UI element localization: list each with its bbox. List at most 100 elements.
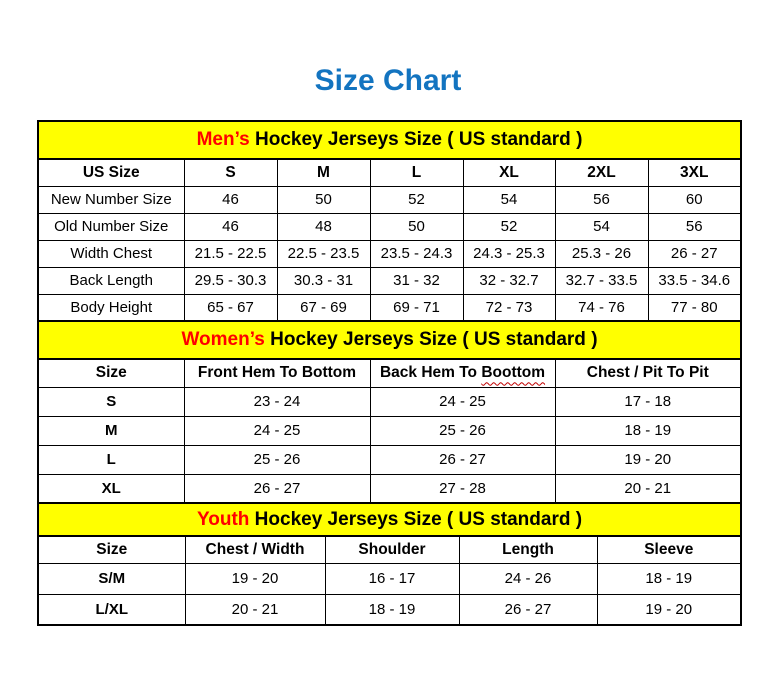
- size-value: 50: [276, 185, 371, 214]
- size-value: 25 - 26: [183, 444, 371, 475]
- mens-header-row: US Size S M L XL 2XL 3XL: [37, 158, 742, 187]
- womens-col-header: Size: [37, 358, 185, 388]
- size-value: 18 - 19: [596, 562, 742, 595]
- womens-col-header: Back Hem To Boottom: [369, 358, 556, 388]
- youth-col-header: Chest / Width: [184, 535, 326, 564]
- size-value: 67 - 69: [276, 293, 371, 322]
- mens-col-header: XL: [462, 158, 556, 187]
- size-value: 74 - 76: [554, 293, 649, 322]
- size-value: 20 - 21: [184, 593, 326, 626]
- row-label: S: [37, 386, 185, 417]
- table-row: L/XL 20 - 21 18 - 19 26 - 27 19 - 20: [37, 593, 742, 626]
- youth-band-text: Hockey Jerseys Size ( US standard ): [249, 508, 583, 530]
- size-value: 19 - 20: [184, 562, 326, 595]
- size-value: 56: [554, 185, 649, 214]
- size-value: 46: [183, 212, 278, 241]
- size-value: 77 - 80: [647, 293, 742, 322]
- row-label: Back Length: [37, 266, 185, 295]
- size-value: 60: [647, 185, 742, 214]
- size-value: 69 - 71: [369, 293, 464, 322]
- row-label: L: [37, 444, 185, 475]
- mens-size-table: Men’s Hockey Jerseys Size ( US standard …: [36, 120, 743, 322]
- misspelled-word-squiggle: Boottom: [481, 364, 546, 382]
- row-label: S/M: [37, 562, 186, 595]
- size-value: 48: [276, 212, 371, 241]
- table-row: Back Length 29.5 - 30.3 30.3 - 31 31 - 3…: [37, 266, 742, 295]
- row-label: Width Chest: [37, 239, 185, 268]
- mens-col-header: 2XL: [554, 158, 649, 187]
- size-value: 23 - 24: [183, 386, 371, 417]
- mens-col-header: L: [369, 158, 464, 187]
- table-row: Width Chest 21.5 - 22.5 22.5 - 23.5 23.5…: [37, 239, 742, 268]
- row-label: Old Number Size: [37, 212, 185, 241]
- womens-band-highlight: Women’s: [181, 329, 265, 350]
- size-value: 26 - 27: [183, 473, 371, 504]
- size-value: 18 - 19: [324, 593, 460, 626]
- size-value: 50: [369, 212, 464, 241]
- womens-size-table: Women’s Hockey Jerseys Size ( US standar…: [37, 320, 742, 504]
- row-label: New Number Size: [37, 185, 185, 214]
- size-value: 21.5 - 22.5: [183, 239, 278, 268]
- mens-col-header: US Size: [37, 158, 185, 187]
- youth-band-cell: Youth Hockey Jerseys Size ( US standard …: [36, 502, 743, 537]
- row-label: L/XL: [37, 593, 186, 626]
- size-value: 54: [554, 212, 649, 241]
- table-row: New Number Size 46 50 52 54 56 60: [37, 185, 742, 214]
- size-value: 52: [369, 185, 464, 214]
- table-row: L 25 - 26 26 - 27 19 - 20: [37, 444, 742, 475]
- size-value: 30.3 - 31: [276, 266, 371, 295]
- womens-band-cell: Women’s Hockey Jerseys Size ( US standar…: [37, 320, 742, 360]
- mens-band-text: Hockey Jerseys Size ( US standard ): [249, 129, 583, 150]
- womens-col-header: Chest / Pit To Pit: [554, 358, 742, 388]
- size-value: 25 - 26: [369, 415, 556, 446]
- size-value: 52: [462, 212, 556, 241]
- size-value: 24 - 25: [369, 386, 556, 417]
- table-row: M 24 - 25 25 - 26 18 - 19: [37, 415, 742, 446]
- table-row: Body Height 65 - 67 67 - 69 69 - 71 72 -…: [37, 293, 742, 322]
- size-value: 29.5 - 30.3: [183, 266, 278, 295]
- table-row: S 23 - 24 24 - 25 17 - 18: [37, 386, 742, 417]
- row-label: Body Height: [37, 293, 185, 322]
- size-value: 26 - 27: [369, 444, 556, 475]
- size-value: 46: [183, 185, 278, 214]
- mens-section-band: Men’s Hockey Jerseys Size ( US standard …: [36, 120, 743, 160]
- mens-col-header: M: [276, 158, 371, 187]
- mens-col-header: S: [183, 158, 278, 187]
- back-hem-label: Back Hem To: [379, 364, 482, 382]
- youth-col-header: Shoulder: [324, 535, 460, 564]
- size-value: 72 - 73: [462, 293, 556, 322]
- size-value: 18 - 19: [554, 415, 742, 446]
- size-value: 23.5 - 24.3: [369, 239, 464, 268]
- page-title: Size Chart: [314, 64, 462, 97]
- size-value: 32 - 32.7: [462, 266, 556, 295]
- womens-col-header: Front Hem To Bottom: [183, 358, 371, 388]
- row-label: M: [37, 415, 185, 446]
- size-value: 19 - 20: [554, 444, 742, 475]
- womens-section-band: Women’s Hockey Jerseys Size ( US standar…: [37, 320, 742, 360]
- size-value: 17 - 18: [554, 386, 742, 417]
- youth-col-header: Sleeve: [596, 535, 742, 564]
- size-value: 31 - 32: [369, 266, 464, 295]
- youth-size-table: Youth Hockey Jerseys Size ( US standard …: [36, 502, 743, 626]
- size-value: 33.5 - 34.6: [647, 266, 742, 295]
- mens-col-header: 3XL: [647, 158, 742, 187]
- row-label: XL: [37, 473, 185, 504]
- table-row: XL 26 - 27 27 - 28 20 - 21: [37, 473, 742, 504]
- size-value: 26 - 27: [458, 593, 598, 626]
- womens-header-row: Size Front Hem To Bottom Back Hem To Boo…: [37, 358, 742, 388]
- size-value: 27 - 28: [369, 473, 556, 504]
- size-chart-tables: Men’s Hockey Jerseys Size ( US standard …: [36, 120, 743, 626]
- youth-col-header: Length: [458, 535, 598, 564]
- size-value: 56: [647, 212, 742, 241]
- size-value: 24 - 26: [458, 562, 598, 595]
- size-value: 65 - 67: [183, 293, 278, 322]
- youth-section-band: Youth Hockey Jerseys Size ( US standard …: [36, 502, 743, 537]
- size-value: 24.3 - 25.3: [462, 239, 556, 268]
- youth-col-header: Size: [37, 535, 186, 564]
- table-row: Old Number Size 46 48 50 52 54 56: [37, 212, 742, 241]
- table-row: S/M 19 - 20 16 - 17 24 - 26 18 - 19: [37, 562, 742, 595]
- mens-band-highlight: Men’s: [196, 129, 250, 150]
- size-value: 20 - 21: [554, 473, 742, 504]
- size-value: 26 - 27: [647, 239, 742, 268]
